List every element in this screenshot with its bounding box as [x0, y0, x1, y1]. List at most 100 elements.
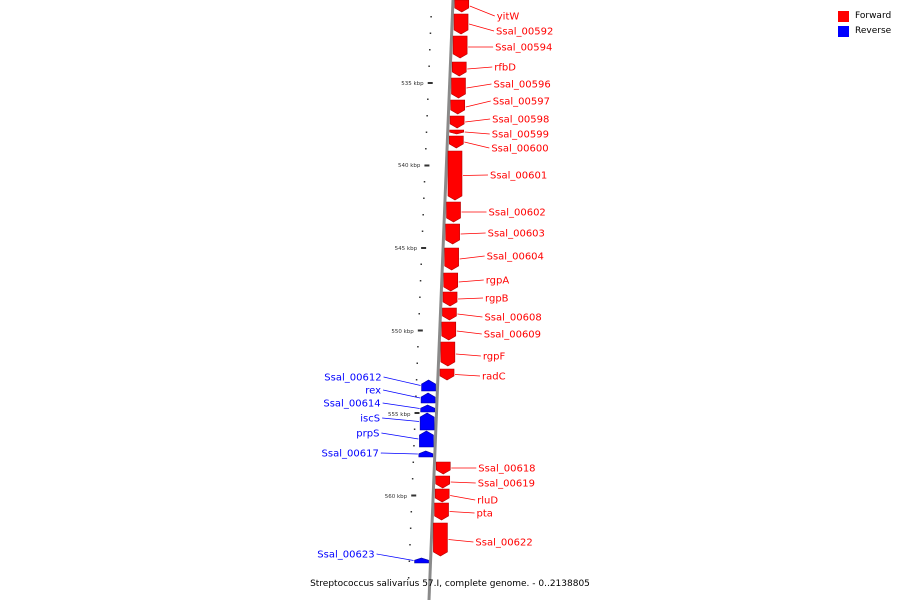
gene-arrow[interactable]: [440, 341, 456, 367]
gene-arrow[interactable]: [433, 522, 448, 557]
gene-arrow[interactable]: [434, 502, 449, 521]
gene-arrow[interactable]: [442, 307, 457, 321]
tick-mark: [421, 247, 427, 249]
gene-label[interactable]: Ssal_00596: [493, 80, 550, 91]
gene-arrow[interactable]: [443, 272, 459, 292]
gene-label[interactable]: rgpA: [486, 276, 510, 287]
tick-mark: [428, 65, 430, 67]
gene-label[interactable]: rex: [365, 386, 381, 397]
gene-arrow[interactable]: [435, 475, 451, 489]
gene-arrow[interactable]: [419, 412, 435, 431]
gene-arrow[interactable]: [451, 61, 467, 77]
gene-leader-line: [465, 118, 491, 123]
gene-label[interactable]: Ssal_00598: [492, 115, 549, 126]
gene-label[interactable]: Ssal_00614: [323, 399, 380, 410]
gene-leader-line: [460, 232, 486, 235]
scale-label: 555 kbp: [388, 412, 411, 418]
gene-arrow[interactable]: [447, 150, 463, 201]
gene-arrow[interactable]: [454, 0, 470, 13]
gene-arrow[interactable]: [442, 291, 458, 307]
gene-leader-line: [380, 452, 418, 455]
gene-arrow[interactable]: [420, 392, 436, 404]
gene-label[interactable]: Ssal_00617: [322, 449, 379, 460]
gene-arrow[interactable]: [446, 201, 461, 223]
gene-arrow[interactable]: [451, 77, 466, 99]
tick-mark: [424, 164, 430, 167]
gene-label[interactable]: iscS: [360, 414, 380, 425]
legend-label-reverse: Reverse: [855, 26, 892, 36]
gene-arrow[interactable]: [449, 115, 465, 129]
gene-leader-line: [383, 389, 421, 399]
gene-arrow[interactable]: [453, 13, 469, 35]
scale-label: 540 kbp: [398, 163, 421, 169]
tick-mark: [411, 494, 417, 497]
gene-arrow[interactable]: [452, 35, 468, 59]
gene-leader-line: [383, 376, 421, 386]
gene-arrow[interactable]: [414, 557, 429, 564]
forward-swatch: [838, 10, 849, 22]
gene-arrow[interactable]: [450, 99, 466, 115]
genome-caption: Streptococcus salivarius 57.I, complete …: [310, 579, 590, 589]
gene-arrow[interactable]: [444, 247, 459, 271]
gene-arrow[interactable]: [449, 135, 464, 149]
tick-mark: [417, 329, 423, 332]
gene-leader-line: [465, 100, 491, 108]
tick-mark: [415, 379, 418, 381]
tick-mark: [411, 478, 414, 480]
genome-backbone: [427, 0, 455, 600]
gene-label[interactable]: rfbD: [494, 63, 516, 74]
tick-mark: [408, 560, 411, 562]
gene-label[interactable]: rluD: [477, 496, 498, 507]
gene-leader-line: [450, 495, 476, 501]
gene-label[interactable]: pta: [477, 509, 493, 520]
gene-label[interactable]: Ssal_00622: [475, 538, 532, 549]
gene-label[interactable]: rgpB: [485, 294, 509, 305]
tick-mark: [415, 395, 417, 397]
tick-mark: [419, 296, 421, 298]
gene-arrow[interactable]: [420, 404, 435, 413]
gene-arrow[interactable]: [419, 430, 434, 448]
gene-arrow[interactable]: [439, 368, 455, 381]
tick-mark: [407, 577, 410, 579]
gene-leader-line: [448, 539, 474, 543]
gene-leader-line: [458, 297, 484, 300]
legend-item-reverse: Reverse: [838, 24, 891, 38]
gene-arrow[interactable]: [418, 450, 434, 458]
gene-label[interactable]: Ssal_00618: [478, 464, 535, 475]
gene-label[interactable]: prpS: [356, 429, 379, 440]
gene-label[interactable]: Ssal_00592: [496, 27, 553, 38]
gene-label[interactable]: Ssal_00608: [484, 313, 541, 324]
gene-label[interactable]: rgpF: [483, 352, 506, 363]
gene-arrow[interactable]: [445, 223, 460, 245]
gene-label[interactable]: Ssal_00609: [484, 330, 541, 341]
gene-label[interactable]: Ssal_00604: [487, 252, 544, 263]
scale-label: 550 kbp: [391, 329, 414, 335]
gene-label[interactable]: Ssal_00612: [324, 373, 381, 384]
gene-leader-line: [455, 353, 481, 357]
gene-label[interactable]: Ssal_00600: [491, 144, 548, 155]
gene-arrow[interactable]: [434, 488, 450, 503]
gene-arrow[interactable]: [421, 379, 436, 392]
gene-label[interactable]: radC: [482, 372, 506, 383]
scale-label: 545 kbp: [395, 246, 418, 252]
gene-label[interactable]: Ssal_00619: [478, 479, 535, 490]
gene-label[interactable]: Ssal_00599: [492, 130, 549, 141]
legend-item-forward: Forward: [838, 9, 891, 23]
gene-label[interactable]: Ssal_00601: [490, 171, 547, 182]
gene-label[interactable]: Ssal_00602: [489, 208, 546, 219]
gene-label[interactable]: Ssal_00623: [317, 550, 374, 561]
gene-arrow[interactable]: [435, 461, 451, 475]
gene-label[interactable]: Ssal_00594: [495, 43, 552, 54]
gene-label[interactable]: Ssal_00603: [488, 229, 545, 240]
gene-label[interactable]: Ssal_00597: [493, 97, 550, 108]
gene-arrow[interactable]: [449, 129, 465, 135]
gene-leader-line: [467, 66, 493, 70]
gene-label[interactable]: yitW: [497, 12, 520, 23]
tick-mark: [422, 214, 424, 216]
gene-arrow[interactable]: [441, 321, 457, 341]
gene-leader-line: [462, 174, 488, 176]
gene-leader-line: [457, 313, 483, 318]
gene-leader-line: [468, 23, 495, 32]
reverse-swatch: [838, 25, 849, 37]
